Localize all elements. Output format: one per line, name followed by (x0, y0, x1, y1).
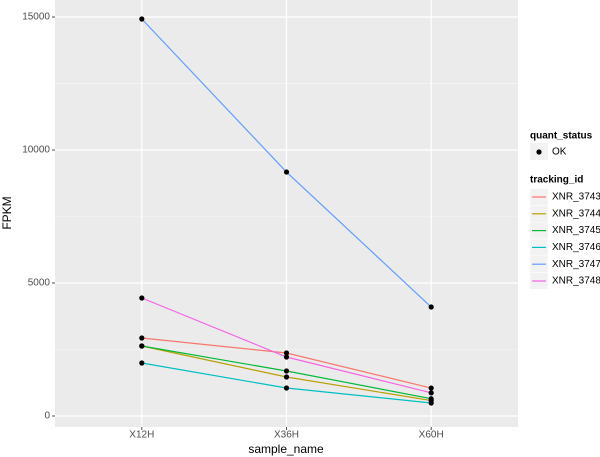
data-point (428, 400, 434, 406)
legend-point (536, 149, 542, 155)
legend-title: tracking_id (530, 175, 583, 186)
y-tick-label: 15000 (22, 12, 50, 23)
x-axis-title: sample_name (248, 442, 324, 456)
y-axis-title: FPKM (0, 196, 14, 229)
data-point (283, 374, 290, 380)
y-tick-label: 0 (44, 411, 50, 422)
x-tick-label: X12H (129, 430, 154, 441)
legend-label: XNR_3747 (552, 259, 600, 270)
data-point (139, 343, 145, 349)
data-point (283, 169, 290, 175)
data-point (283, 350, 290, 356)
legend-label: XNR_3743 (552, 192, 600, 203)
legend-label: XNR_3744 (552, 208, 600, 219)
x-tick-label: X36H (274, 430, 299, 441)
data-point (283, 354, 290, 360)
data-point (428, 304, 434, 310)
point-legend-title: quant_status (530, 131, 593, 142)
data-point (139, 295, 145, 301)
data-point (139, 335, 145, 341)
data-point (428, 390, 434, 396)
data-point (428, 396, 434, 402)
x-tick-label: X60H (419, 430, 444, 441)
y-tick-label: 10000 (22, 145, 50, 156)
data-point (428, 385, 434, 391)
legend-label: XNR_3748 (552, 276, 600, 287)
y-tick-label: 5000 (28, 278, 51, 289)
data-point (283, 368, 290, 374)
data-point (283, 385, 290, 391)
data-point (139, 360, 145, 366)
legend-label: XNR_3746 (552, 242, 600, 253)
legend-label: OK (552, 147, 567, 158)
legend-label: XNR_3745 (552, 225, 600, 236)
data-point (139, 16, 145, 22)
